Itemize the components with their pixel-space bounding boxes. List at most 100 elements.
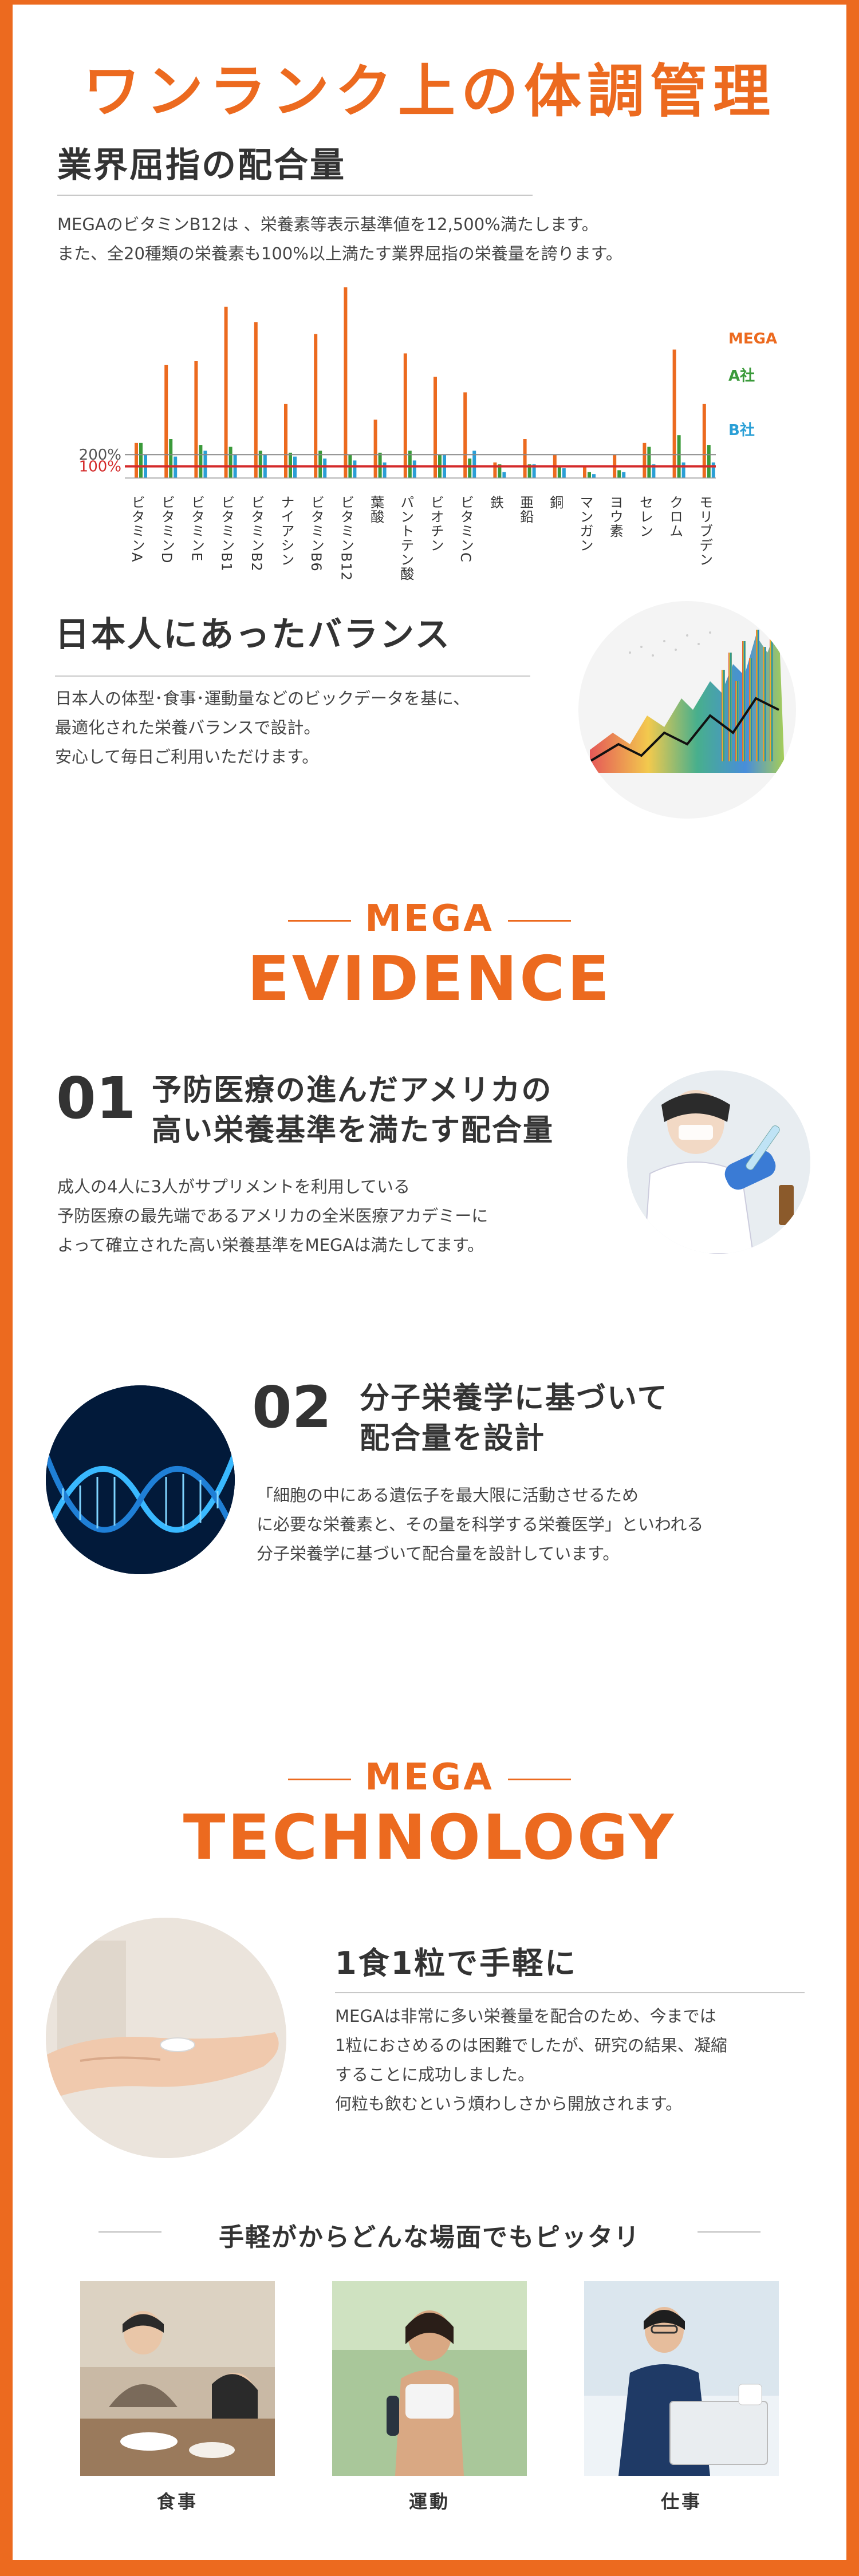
bar-b-2 [203,451,207,478]
scene-meal-image [80,2281,275,2476]
scene-label-work: 仕事 [660,2491,702,2512]
evidence-02-title-line1: 分子栄養学に基づいて [360,1381,668,1416]
technology-p1-text-line1: MEGAは非常に多い栄養量を配合のため、今までは [335,2006,716,2026]
x-tick-label: ビタミンC [458,495,474,563]
bar-b-11 [472,451,476,478]
bar-a-12 [498,464,502,478]
technology-p1-text-line4: 何粒も飲むという煩わしさから開放されます。 [335,2094,683,2113]
bar-a-2 [199,445,203,478]
x-tick-label: マンガン [577,495,593,552]
evidence-kicker-text: MEGA [365,898,494,940]
bar-b-18 [681,462,685,478]
bar-mega-13 [523,439,527,478]
bar-b-15 [592,474,596,478]
hand-with-capsule-image [46,1918,286,2158]
section2-rule [55,675,530,677]
x-tick-label: ビオチン [428,495,444,552]
scenes-heading: 手軽がからどんな場面でもピッタリ [219,2223,640,2252]
reference-label-1: 100% [79,459,121,476]
evidence-01-title-line1: 予防医療の進んだアメリカの [152,1073,553,1108]
technology-title: TECHNOLOGY [183,1802,676,1874]
evidence-kicker: MEGA [0,898,859,940]
bar-mega-0 [135,442,138,478]
bar-b-7 [353,460,357,478]
bar-b-9 [412,460,416,478]
evidence-01-text-line2: 予防医療の最先端であるアメリカの全米医療アカデミーに [57,1206,488,1226]
bar-b-8 [383,462,387,478]
bar-mega-9 [403,353,407,478]
bar-a-18 [677,435,681,478]
section2-text: 日本人の体型･食事･運動量などのビックデータを基に、 最適化された栄養バランスで… [55,684,470,772]
bar-b-14 [562,468,566,478]
scenes-rule-left [98,2231,161,2233]
legend-mega: MEGA [728,330,777,347]
evidence-02-text-line3: 分子栄養学に基づいて配合量を設計しています。 [257,1544,620,1563]
evidence-01-text-line3: よって確立された高い栄養基準をMEGAは満たしてます。 [57,1235,484,1255]
scene-label-exercise: 運動 [408,2491,450,2512]
dna-helix-image [46,1385,235,1574]
x-tick-label: 鉄 [487,495,503,509]
scene-work-image [584,2281,779,2476]
section2-heading: 日本人にあったバランス [55,615,451,655]
bar-mega-3 [224,306,228,478]
bar-mega-1 [164,365,168,478]
x-tick-label: ビタミンB6 [308,495,324,572]
bar-a-17 [647,447,651,478]
x-tick-label: ビタミンD [159,495,175,563]
x-tick-label: ビタミンE [188,495,204,562]
technology-p1-rule [335,1992,805,1993]
reference-label-0: 200% [79,447,121,464]
bar-mega-6 [314,334,318,478]
evidence-02-number: 02 [252,1374,332,1441]
evidence-title: EVIDENCE [247,943,612,1015]
bar-a-1 [169,439,173,478]
bar-a-16 [617,470,621,478]
bar-a-4 [258,451,262,478]
bar-a-19 [707,445,711,478]
section1-rule [57,195,533,196]
bar-a-11 [468,459,472,478]
bar-a-9 [408,451,412,478]
bar-mega-5 [284,404,287,478]
x-tick-label: クロム [667,495,683,538]
section2-text-line1: 日本人の体型･食事･運動量などのビックデータを基に、 [55,689,470,708]
technology-p1-text-line2: 1粒におさめるのは困難でしたが、研究の結果、凝縮 [335,2036,727,2055]
bar-mega-11 [463,392,467,478]
bar-a-3 [228,447,233,478]
bar-a-13 [527,464,531,478]
bar-b-19 [711,462,715,478]
lab-scientist-image [627,1070,810,1254]
bar-mega-7 [344,287,348,478]
x-tick-label: ナイアシン [278,495,294,567]
main-title: ワンランク上の体調管理 [83,58,776,125]
x-tick-label: ビタミンB1 [219,495,235,572]
evidence-01-text: 成人の4人に3人がサプリメントを利用している 予防医療の最先端であるアメリカの全… [57,1172,488,1260]
section1-text: MEGAのビタミンB12は 、栄養素等表示基準値を12,500%満たします。 ま… [57,210,622,268]
bar-mega-2 [194,361,198,478]
x-tick-label: モリブデン [697,495,713,567]
evidence-02-text-line1: 「細胞の中にある遺伝子を最大限に活動させるため [257,1485,639,1505]
scene-label-meal: 食事 [156,2491,198,2512]
x-tick-label: ビタミンB2 [249,495,265,572]
evidence-01-text-line1: 成人の4人に3人がサプリメントを利用している [57,1177,411,1196]
technology-p1-title: 1食1粒で手軽に [335,1945,578,1981]
bar-b-12 [502,472,506,478]
section1-heading: 業界屈指の配合量 [57,145,346,185]
section1-text-line2: また、全20種類の栄養素も100%以上満たす業界屈指の栄養量を誇ります。 [57,244,622,263]
scene-exercise-image [332,2281,527,2476]
bar-mega-10 [434,377,437,478]
legend-a: A社 [728,367,755,385]
section2-text-line2: 最適化された栄養バランスで設計。 [55,718,321,737]
x-tick-label: 亜鉛 [518,495,534,524]
x-tick-label: ヨウ素 [607,495,623,538]
bar-a-15 [588,472,591,478]
technology-p1-text: MEGAは非常に多い栄養量を配合のため、今までは 1粒におさめるのは困難でしたが… [335,2002,727,2119]
evidence-02-text-line2: に必要な栄養素と、その量を科学する栄養医学」といわれる [257,1515,704,1534]
bar-b-13 [532,464,536,478]
bar-a-0 [139,442,143,478]
section1-text-line1: MEGAのビタミンB12は 、栄養素等表示基準値を12,500%満たします。 [57,215,598,234]
bar-b-17 [652,464,656,478]
x-tick-label: ビタミンA [129,495,145,562]
x-tick-label: 葉酸 [368,495,384,524]
evidence-02-title-line2: 配合量を設計 [360,1421,546,1456]
